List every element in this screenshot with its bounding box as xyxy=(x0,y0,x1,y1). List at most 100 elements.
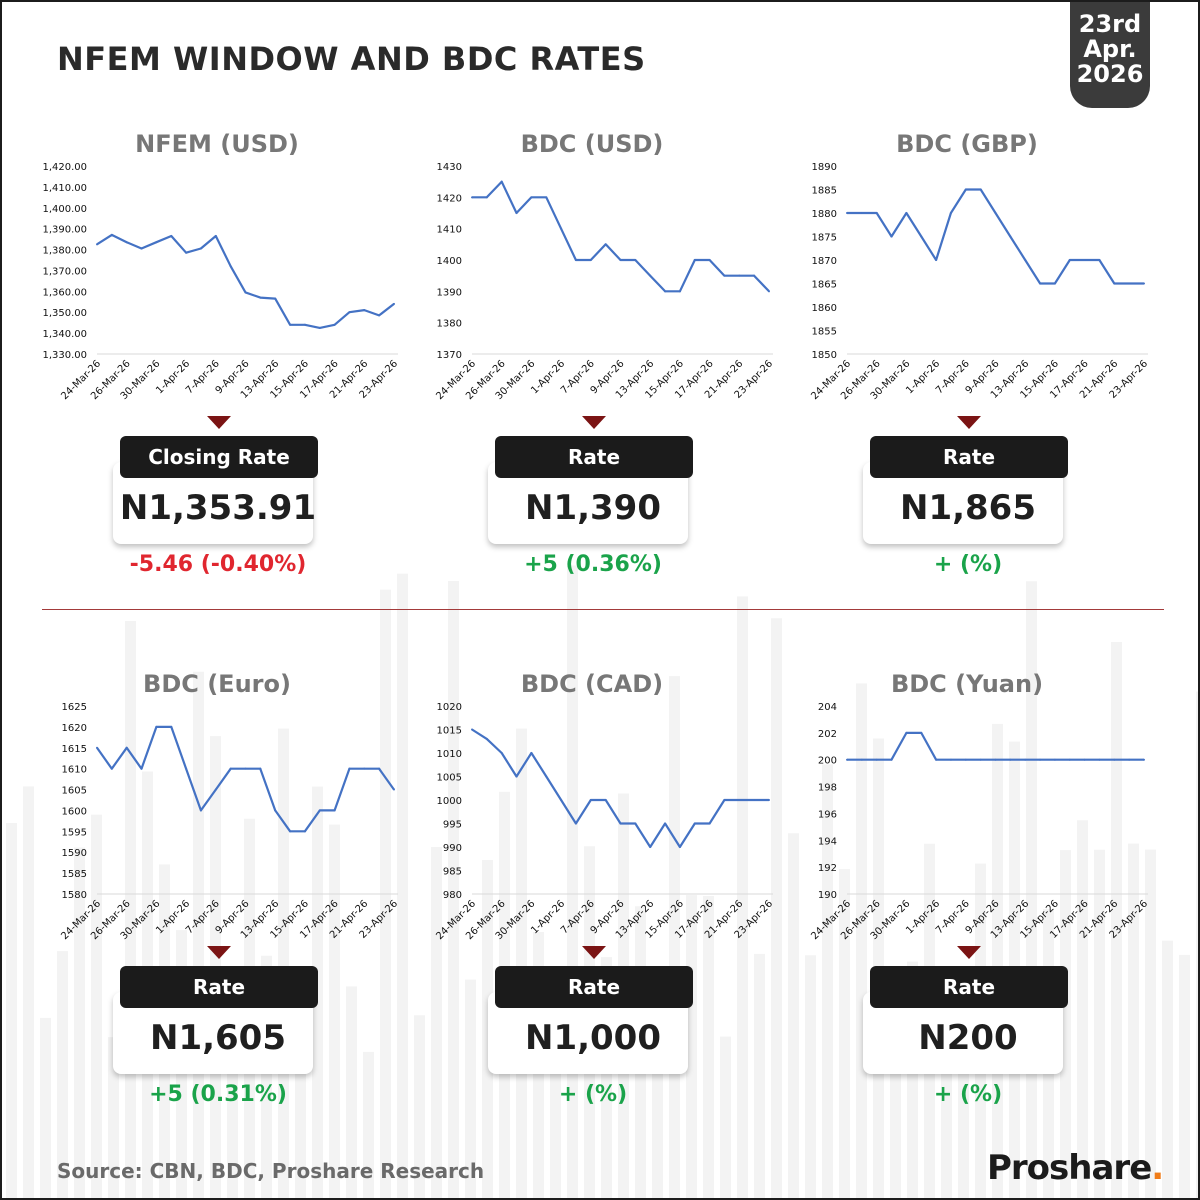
y-tick-label: 1430 xyxy=(437,162,462,173)
data-point xyxy=(140,247,143,250)
background-bar xyxy=(720,1036,731,1198)
data-point xyxy=(393,788,395,791)
data-point xyxy=(140,767,143,770)
data-point xyxy=(1068,259,1071,261)
y-tick-label: 196 xyxy=(818,809,837,820)
data-point xyxy=(678,846,681,848)
data-point xyxy=(875,758,878,761)
data-point xyxy=(560,799,563,801)
data-point xyxy=(949,212,952,214)
y-tick-label: 1380 xyxy=(437,319,462,330)
data-point xyxy=(244,767,247,770)
data-point xyxy=(994,758,997,761)
date-day: 23rd xyxy=(1078,10,1142,38)
background-bar xyxy=(1111,642,1122,1198)
y-tick-label: 1870 xyxy=(812,256,837,267)
background-bar xyxy=(669,676,680,1198)
background-bar xyxy=(91,814,102,1198)
background-bar xyxy=(295,995,306,1198)
data-point xyxy=(289,830,292,833)
page-title: NFEM WINDOW AND BDC RATES xyxy=(57,40,646,78)
panel-title: BDC (CAD) xyxy=(520,670,664,698)
data-point xyxy=(1098,259,1101,261)
data-point xyxy=(229,265,232,268)
background-bar xyxy=(1162,940,1173,1198)
data-point xyxy=(1053,758,1056,761)
data-point xyxy=(589,259,592,261)
data-point xyxy=(905,212,908,214)
background-bar xyxy=(1094,849,1105,1198)
rate-value: N1,865 xyxy=(900,488,1036,528)
panel-title: BDC (Yuan) xyxy=(890,670,1044,698)
data-point xyxy=(545,196,548,199)
background-bar xyxy=(771,618,782,1198)
y-tick-label: 1,360.00 xyxy=(42,287,87,298)
background-bar xyxy=(941,1031,952,1198)
data-point xyxy=(979,188,982,191)
background-bar xyxy=(1060,850,1071,1198)
rate-change: +5 (0.36%) xyxy=(524,552,662,577)
data-point xyxy=(259,296,262,299)
y-tick-label: 198 xyxy=(818,783,837,794)
data-point xyxy=(846,758,848,761)
data-point xyxy=(1039,758,1042,761)
y-tick-label: 1855 xyxy=(812,327,837,338)
background-bar xyxy=(686,895,697,1198)
data-point xyxy=(860,212,863,214)
y-tick-label: 204 xyxy=(818,702,837,713)
y-tick-label: 1885 xyxy=(812,186,837,197)
data-point xyxy=(1143,282,1145,285)
data-point xyxy=(1024,758,1027,761)
background-bar xyxy=(567,565,578,1198)
chart-bdc-euro: 1580 1585 1590 1595 1600 1605 1610 1615 1620 1625… xyxy=(59,702,400,942)
y-tick-label: 1400 xyxy=(437,256,462,267)
data-point xyxy=(318,326,321,329)
y-tick-label: 1860 xyxy=(812,303,837,314)
data-point xyxy=(289,323,292,326)
y-tick-label: 1865 xyxy=(812,280,837,291)
data-point xyxy=(905,731,908,734)
y-tick-label: 995 xyxy=(443,820,462,831)
data-point xyxy=(348,311,351,314)
data-point xyxy=(649,274,652,277)
panel-title: BDC (Euro) xyxy=(143,670,291,698)
data-point xyxy=(378,314,381,317)
rate-label: Closing Rate xyxy=(120,436,318,478)
background-bar xyxy=(1128,843,1139,1198)
y-tick-label: 1600 xyxy=(62,806,87,817)
background-bar xyxy=(1179,954,1190,1198)
background-bar xyxy=(856,683,867,1198)
data-point xyxy=(649,846,652,848)
y-tick-label: 1000 xyxy=(437,796,462,807)
series-line xyxy=(847,731,1144,761)
down-arrow-icon xyxy=(207,946,231,959)
rate-value: N200 xyxy=(918,1018,1018,1058)
data-point xyxy=(500,180,503,183)
y-tick-label: 1,380.00 xyxy=(42,246,87,257)
data-point xyxy=(155,241,158,244)
data-point xyxy=(1128,282,1131,285)
data-point xyxy=(110,233,113,236)
background-bar xyxy=(1077,820,1088,1198)
data-point xyxy=(185,767,188,770)
down-arrow-icon xyxy=(582,416,606,429)
data-point xyxy=(1098,758,1101,761)
data-point xyxy=(333,809,336,812)
data-point xyxy=(96,243,98,246)
y-tick-label: 1005 xyxy=(437,773,462,784)
y-tick-label: 980 xyxy=(443,890,462,901)
chart-bdc-yuan: 19019219419619820020220424-Mar-2626-Mar-… xyxy=(809,702,1150,942)
data-point xyxy=(318,809,321,812)
background-bar xyxy=(6,822,17,1198)
y-tick-label: 1595 xyxy=(62,827,87,838)
background-bar xyxy=(448,581,459,1198)
data-point xyxy=(214,788,217,791)
data-point xyxy=(979,758,982,761)
data-point xyxy=(1053,282,1056,285)
data-point xyxy=(619,822,622,825)
data-point xyxy=(738,274,741,277)
chart-bdc-usd: 137013801390140014101420143024-Mar-2626-… xyxy=(434,162,775,402)
background-bar xyxy=(822,764,833,1198)
data-point xyxy=(693,822,696,825)
y-tick-label: 1,370.00 xyxy=(42,266,87,277)
